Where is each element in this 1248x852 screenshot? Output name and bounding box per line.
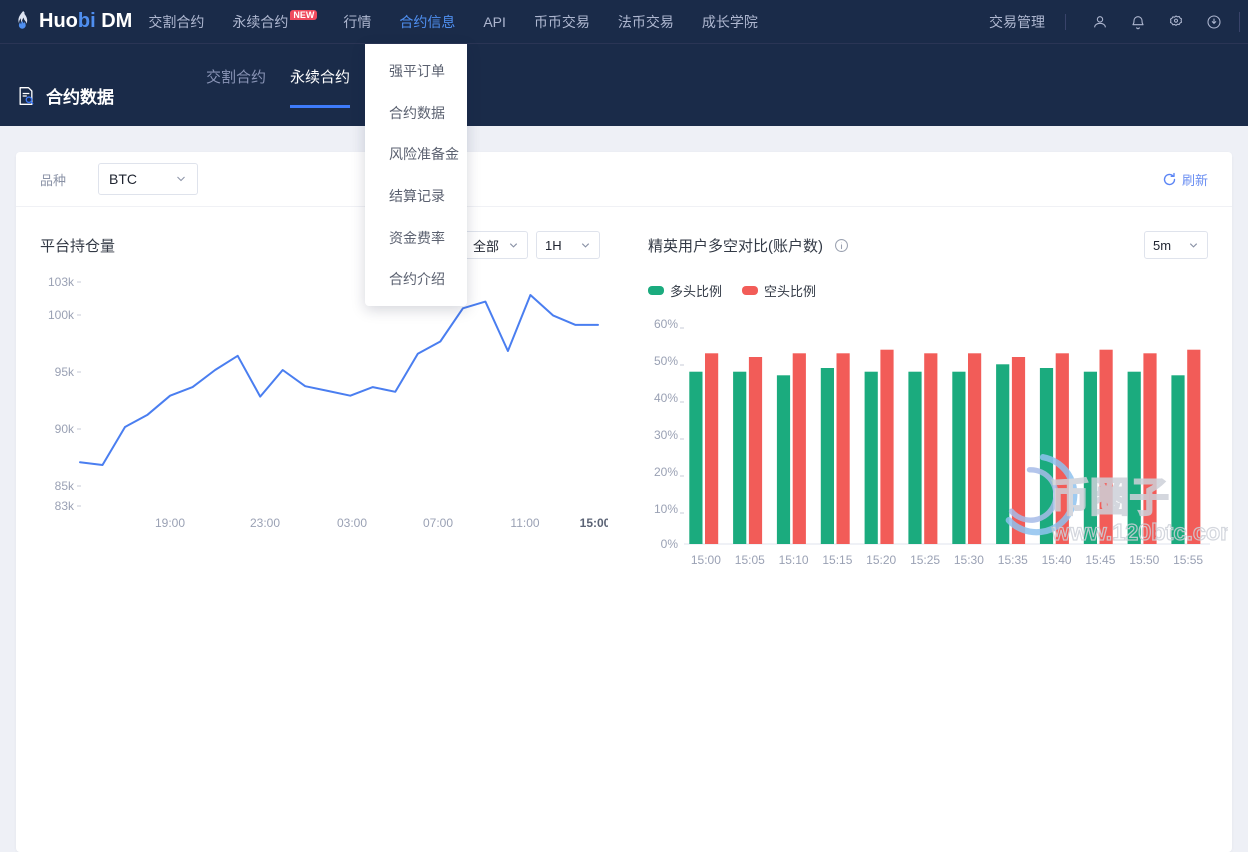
- svg-text:10%: 10%: [654, 502, 678, 516]
- svg-text:15:25: 15:25: [910, 553, 940, 567]
- svg-text:15:15: 15:15: [822, 553, 852, 567]
- svg-text:07:00: 07:00: [423, 516, 453, 530]
- svg-text:95k: 95k: [55, 365, 75, 379]
- svg-text:19:00: 19:00: [155, 516, 185, 530]
- svg-text:03:00: 03:00: [337, 516, 367, 530]
- svg-text:83k: 83k: [55, 499, 75, 513]
- svg-text:30%: 30%: [654, 428, 678, 442]
- svg-text:15:30: 15:30: [954, 553, 984, 567]
- svg-text:15:35: 15:35: [998, 553, 1028, 567]
- svg-text:15:50: 15:50: [1129, 553, 1159, 567]
- svg-text:15:00: 15:00: [691, 553, 721, 567]
- svg-text:50%: 50%: [654, 354, 678, 368]
- svg-text:11:00: 11:00: [510, 516, 539, 530]
- svg-text:15:05: 15:05: [735, 553, 765, 567]
- svg-text:100k: 100k: [48, 308, 75, 322]
- svg-text:15:55: 15:55: [1173, 553, 1203, 567]
- svg-text:15:45: 15:45: [1085, 553, 1115, 567]
- svg-text:20%: 20%: [654, 465, 678, 479]
- svg-text:103k: 103k: [48, 275, 75, 289]
- svg-text:0%: 0%: [661, 537, 679, 551]
- svg-text:60%: 60%: [654, 317, 678, 331]
- svg-text:40%: 40%: [654, 391, 678, 405]
- svg-text:90k: 90k: [55, 422, 75, 436]
- svg-text:15:10: 15:10: [779, 553, 809, 567]
- svg-text:23:00: 23:00: [250, 516, 280, 530]
- svg-text:15:00: 15:00: [580, 516, 608, 530]
- svg-text:15:40: 15:40: [1042, 553, 1072, 567]
- svg-text:85k: 85k: [55, 479, 75, 493]
- svg-text:15:20: 15:20: [866, 553, 896, 567]
